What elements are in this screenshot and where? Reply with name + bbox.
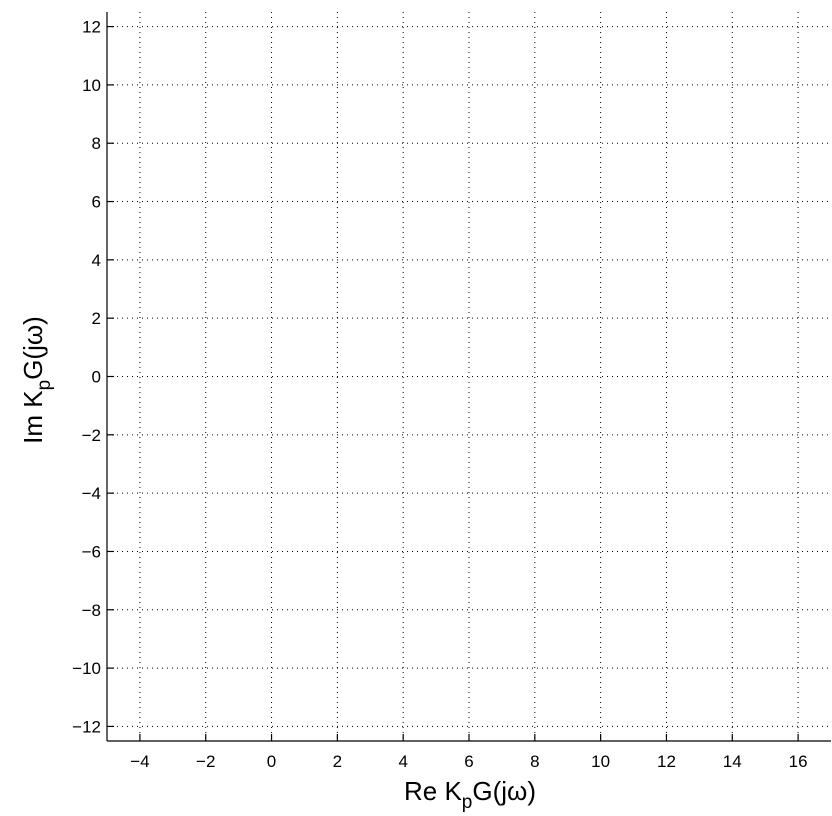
x-tick-label: 0 <box>267 752 276 771</box>
x-tick-label: 4 <box>398 752 407 771</box>
x-tick-label: 14 <box>723 752 742 771</box>
x-tick-label: 6 <box>464 752 473 771</box>
y-tick-label: 12 <box>82 18 101 37</box>
y-tick-label: −10 <box>72 659 101 678</box>
y-tick-label: 10 <box>82 76 101 95</box>
y-tick-label: 6 <box>92 193 101 212</box>
x-tick-label: 8 <box>530 752 539 771</box>
ticks <box>107 27 798 741</box>
x-tick-label: 16 <box>789 752 808 771</box>
x-axis-label: Re KpG(jω) <box>404 776 536 813</box>
y-tick-label: −4 <box>82 484 101 503</box>
x-tick-label: −4 <box>130 752 149 771</box>
y-tick-label: 4 <box>92 251 101 270</box>
y-tick-label: 8 <box>92 134 101 153</box>
y-tick-label: −12 <box>72 717 101 736</box>
tick-labels: −4 −2 0 2 4 6 8 10 12 14 16 −12 −10 −8 −6 −4 −2 0 2 4 6 8 10 12 <box>72 18 807 771</box>
y-tick-label: −6 <box>82 542 101 561</box>
x-tick-label: 10 <box>591 752 610 771</box>
grid <box>107 12 831 741</box>
y-tick-label: −8 <box>82 601 101 620</box>
y-tick-label: 0 <box>92 368 101 387</box>
x-tick-label: 12 <box>657 752 676 771</box>
y-tick-label: −2 <box>82 426 101 445</box>
y-axis-label: Im KpG(jω) <box>18 316 55 444</box>
x-tick-label: −2 <box>196 752 215 771</box>
x-tick-label: 2 <box>333 752 342 771</box>
y-tick-label: 2 <box>92 309 101 328</box>
